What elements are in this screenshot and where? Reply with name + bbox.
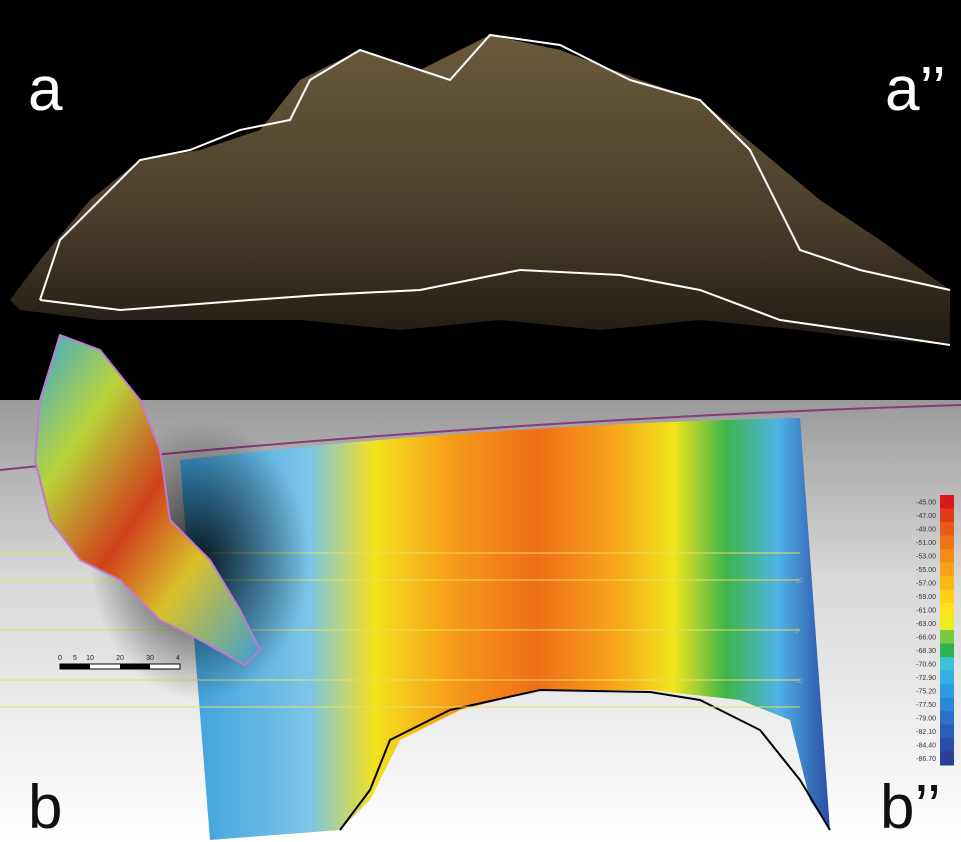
legend-swatch [940, 522, 954, 536]
legend-label: -72.90 [916, 675, 936, 682]
legend-swatch [940, 576, 954, 590]
panel-label: a’’ [885, 55, 946, 124]
legend-swatch [940, 563, 954, 577]
legend-swatch [940, 684, 954, 698]
legend-label: -84.40 [916, 742, 936, 749]
panel-label: b’’ [880, 773, 941, 842]
legend-swatch [940, 698, 954, 712]
scale-label: 4 [176, 655, 180, 662]
legend-label: -77.50 [916, 702, 936, 709]
scale-bar [60, 664, 180, 669]
legend-swatch [940, 711, 954, 725]
legend-label: -45.00 [916, 499, 936, 506]
scale-label: 20 [116, 655, 124, 662]
legend-label: -47.00 [916, 513, 936, 520]
legend-label: -66.00 [916, 634, 936, 641]
figure: 0 5 10 20 30 4 10 0 10 -45.00 -47.00 -49.00 -51.00… [0, 0, 961, 842]
legend-label: -59.00 [916, 594, 936, 601]
scale-label: 10 [86, 655, 94, 662]
legend-label: -57.00 [916, 580, 936, 587]
legend-swatch [940, 738, 954, 752]
legend-label: -82.10 [916, 729, 936, 736]
panel-label: b [28, 773, 62, 842]
legend-swatch [940, 671, 954, 685]
legend-swatch [940, 590, 954, 604]
legend-swatch [940, 725, 954, 739]
legend-swatch [940, 752, 954, 766]
legend-swatch [940, 603, 954, 617]
legend-label: -53.00 [916, 553, 936, 560]
legend-label: -68.30 [916, 648, 936, 655]
legend-swatch [940, 509, 954, 523]
legend-label: -51.00 [916, 540, 936, 547]
legend-label: -86.70 [916, 756, 936, 763]
panel-label: a [28, 55, 63, 124]
profile-mark: 0 [795, 628, 799, 635]
legend-swatch [940, 617, 954, 631]
legend-label: -79.00 [916, 715, 936, 722]
legend-label: -63.00 [916, 621, 936, 628]
legend-swatch [940, 536, 954, 550]
legend-label: -49.00 [916, 526, 936, 533]
legend-swatch [940, 630, 954, 644]
profile-mark: 10 [795, 678, 803, 685]
legend-label: -55.00 [916, 567, 936, 574]
legend-swatch [940, 549, 954, 563]
profile-mark: 10 [795, 578, 803, 585]
legend-label: -75.20 [916, 688, 936, 695]
scale-label: 30 [146, 655, 154, 662]
legend-swatch [940, 644, 954, 658]
scale-label: 0 [58, 655, 62, 662]
scale-label: 5 [73, 655, 77, 662]
legend-label: -70.60 [916, 661, 936, 668]
legend-swatch [940, 657, 954, 671]
legend-label: -61.00 [916, 607, 936, 614]
legend-swatch [940, 495, 954, 509]
